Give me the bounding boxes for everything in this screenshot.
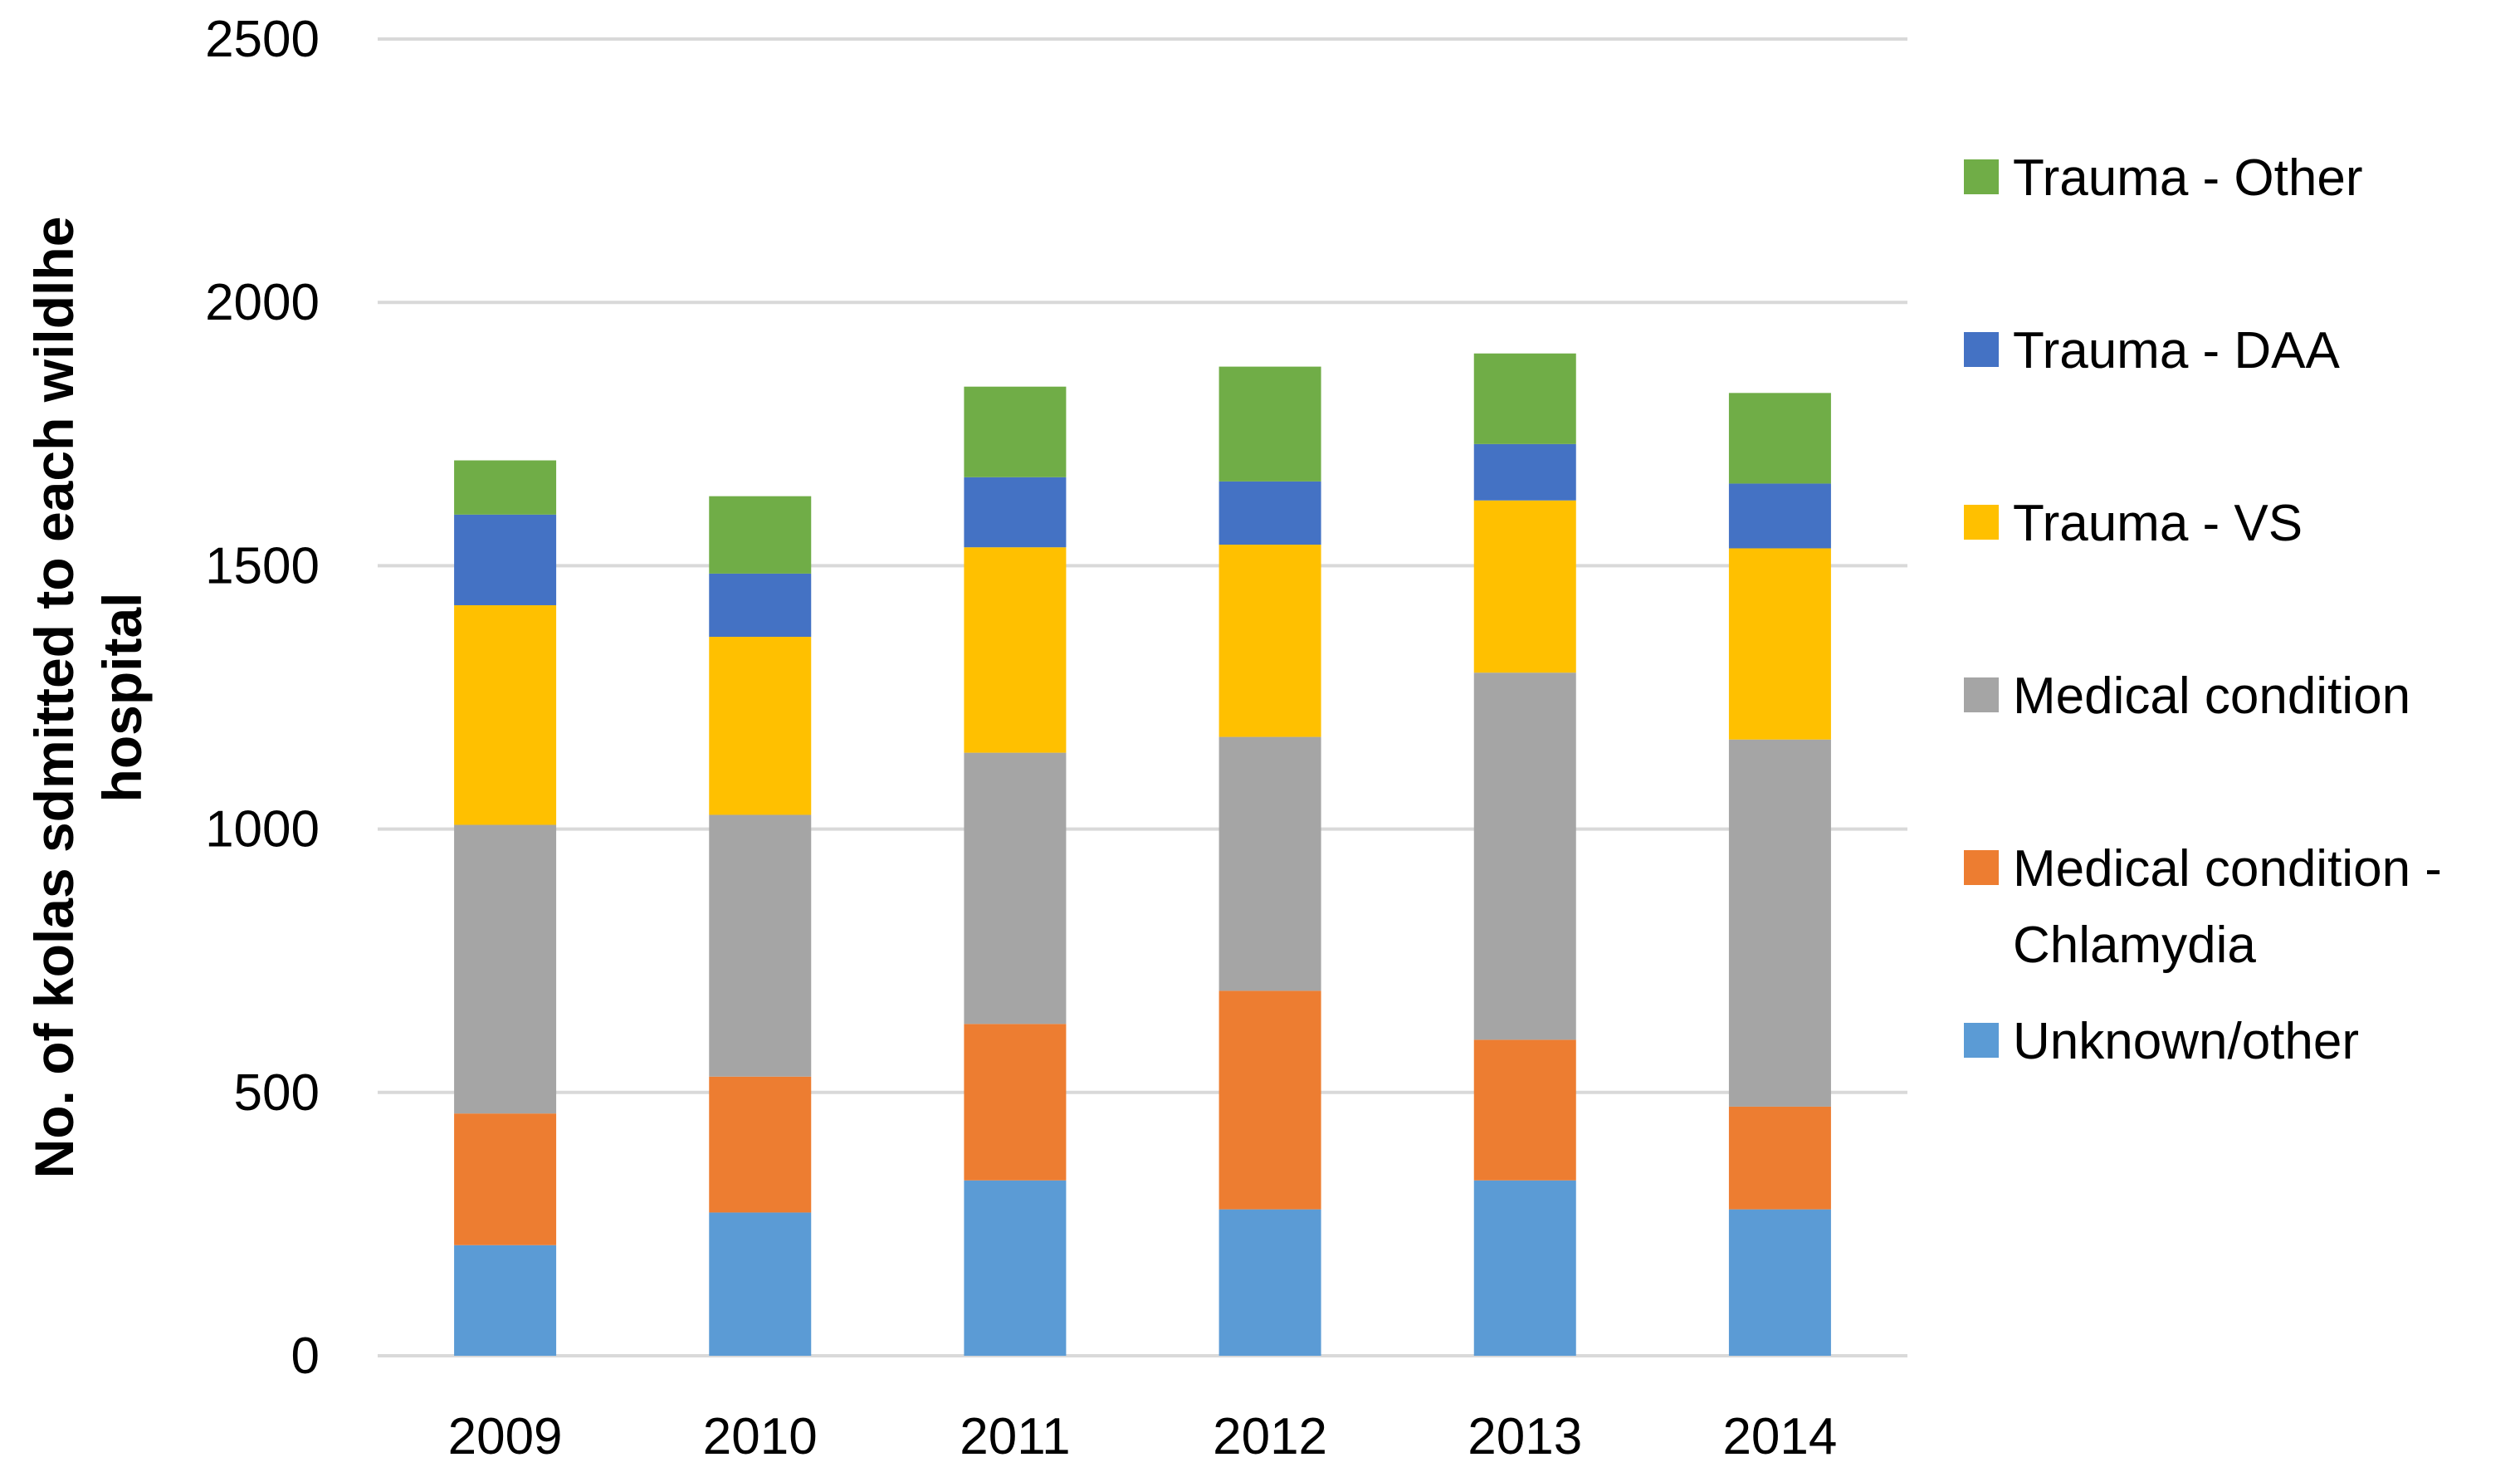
bar-segment bbox=[1728, 393, 1831, 484]
bar-segment bbox=[964, 547, 1067, 753]
bar-segment bbox=[1218, 736, 1321, 991]
gridlines bbox=[378, 37, 1907, 1357]
bar-segment bbox=[709, 573, 812, 638]
bars bbox=[454, 353, 1831, 1356]
bar-segment bbox=[1728, 483, 1831, 549]
legend-swatch bbox=[1964, 505, 1999, 540]
bar-segment bbox=[964, 386, 1067, 477]
svg-text:No. of kolas sdmitted to each: No. of kolas sdmitted to each wildlhe hos… bbox=[23, 217, 153, 1179]
bar-segment bbox=[1473, 443, 1576, 501]
legend-label: Trauma - Other bbox=[2013, 149, 2362, 207]
legend-label: Medical condition bbox=[2013, 668, 2410, 725]
bar-segment bbox=[1473, 1180, 1576, 1356]
y-axis-ticks: 0 500 1000 1500 2000 2500 bbox=[205, 11, 320, 1385]
bar-segment bbox=[1473, 353, 1576, 444]
legend-swatch bbox=[1964, 159, 1999, 194]
bar-segment bbox=[1218, 481, 1321, 545]
bar-segment bbox=[1218, 990, 1321, 1210]
bar-segment bbox=[454, 1113, 557, 1245]
bar-segment bbox=[964, 752, 1067, 1025]
bar-segment bbox=[1728, 1209, 1831, 1356]
bar-segment bbox=[1218, 545, 1321, 737]
legend-label: Chlamydia bbox=[2013, 917, 2256, 974]
x-tick-label: 2011 bbox=[960, 1408, 1070, 1465]
x-tick-label: 2013 bbox=[1468, 1408, 1582, 1465]
legend-swatch bbox=[1964, 677, 1999, 712]
bar-segment bbox=[709, 637, 812, 815]
y-tick-label: 2500 bbox=[205, 11, 320, 68]
y-tick-label: 1000 bbox=[205, 801, 320, 858]
x-axis-ticks: 2009 2010 2011 2012 2013 2014 bbox=[448, 1408, 1838, 1465]
legend-swatch bbox=[1964, 332, 1999, 367]
y-axis-title-line: No. of kolas sdmitted to each wildlhe bbox=[23, 217, 85, 1179]
bar-segment bbox=[709, 1076, 812, 1213]
y-tick-label: 0 bbox=[291, 1328, 320, 1385]
bar-segment bbox=[454, 824, 557, 1114]
bar-segment bbox=[964, 1180, 1067, 1356]
y-tick-label: 500 bbox=[234, 1064, 320, 1122]
bar-segment bbox=[964, 1024, 1067, 1181]
legend-label: Trauma - VS bbox=[2013, 495, 2303, 552]
bar-segment bbox=[709, 496, 812, 574]
bar-segment bbox=[454, 604, 557, 825]
bar-segment bbox=[454, 1245, 557, 1356]
x-tick-label: 2012 bbox=[1213, 1408, 1327, 1465]
legend-label: Unknown/other bbox=[2013, 1013, 2359, 1070]
bar-segment bbox=[709, 1212, 812, 1356]
x-tick-label: 2009 bbox=[448, 1408, 563, 1465]
bar-segment bbox=[1728, 739, 1831, 1107]
legend-swatch bbox=[1964, 850, 1999, 885]
bar-segment bbox=[1218, 366, 1321, 482]
legend-swatch bbox=[1964, 1023, 1999, 1058]
bar-segment bbox=[1473, 500, 1576, 673]
legend-label: Trauma - DAA bbox=[2013, 322, 2341, 379]
x-tick-label: 2014 bbox=[1722, 1408, 1837, 1465]
bar-segment bbox=[1218, 1209, 1321, 1356]
y-axis-title-line: hospital bbox=[91, 592, 153, 802]
bar-segment bbox=[1728, 548, 1831, 740]
bar-segment bbox=[964, 477, 1067, 548]
x-tick-label: 2010 bbox=[703, 1408, 818, 1465]
y-axis-title: No. of kolas sdmitted to each wildlhe hos… bbox=[23, 217, 153, 1179]
bar-segment bbox=[709, 814, 812, 1077]
bar-segment bbox=[1728, 1106, 1831, 1210]
y-tick-label: 1500 bbox=[205, 537, 320, 594]
y-tick-label: 2000 bbox=[205, 274, 320, 331]
bar-segment bbox=[454, 460, 557, 515]
bar-segment bbox=[1473, 672, 1576, 1040]
bar-segment bbox=[454, 514, 557, 605]
bar-segment bbox=[1473, 1039, 1576, 1181]
legend-label: Medical condition - bbox=[2013, 840, 2442, 897]
legend: Trauma - Other Trauma - DAA Trauma - VS Med… bbox=[1964, 149, 2442, 1070]
